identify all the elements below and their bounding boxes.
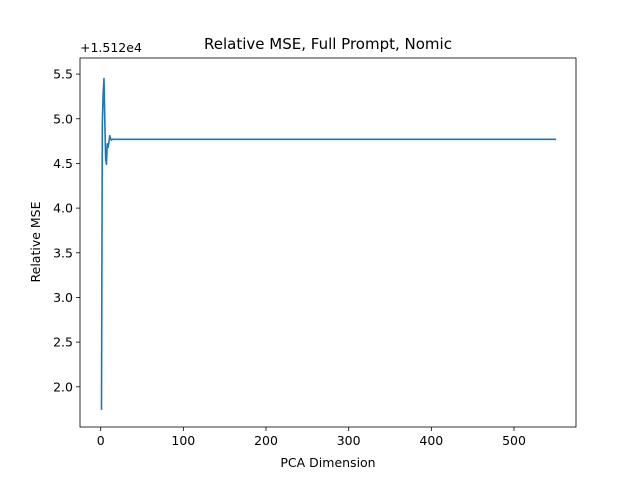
y-tick-label: 4.0 [53,201,73,216]
plot-frame [79,57,577,428]
x-tick-label: 0 [97,433,105,448]
x-tick-label: 400 [419,433,443,448]
y-tick-label: 3.0 [53,290,73,305]
x-axis-ticks: 0 100 200 300 400 500 [97,427,526,448]
series-layer [100,77,557,410]
y-tick-label: 5.5 [53,67,73,82]
x-tick-label: 100 [171,433,195,448]
y-tick-label: 5.0 [53,111,73,126]
y-axis-ticks: 2.0 2.5 3.0 3.5 4.0 4.5 5.0 5.5 [53,67,80,394]
series-line-0 [100,77,557,410]
y-tick-label: 3.5 [53,245,73,260]
x-tick-label: 300 [337,433,361,448]
y-axis-label: Relative MSE [28,201,43,282]
y-offset-label: +1.512e4 [80,40,142,55]
plot-background [80,58,576,427]
chart-title: Relative MSE, Full Prompt, Nomic [204,35,452,53]
y-tick-label: 2.0 [53,379,73,394]
x-tick-label: 200 [254,433,278,448]
y-tick-label: 2.5 [53,335,73,350]
x-tick-label: 500 [502,433,526,448]
y-tick-label: 4.5 [53,156,73,171]
x-axis-label: PCA Dimension [280,455,375,470]
